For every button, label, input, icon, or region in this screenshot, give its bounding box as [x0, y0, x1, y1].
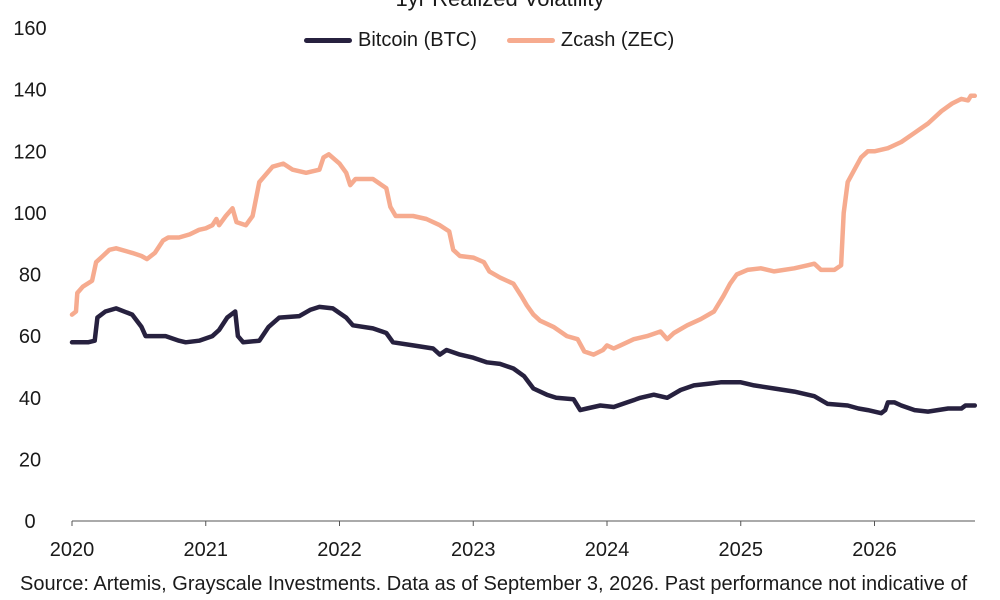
y-tick-label: 160	[13, 18, 46, 40]
y-tick-label: 100	[13, 203, 46, 225]
y-tick-label: 80	[19, 265, 41, 287]
y-tick-label: 140	[13, 80, 46, 102]
axes: 0 20 40 60 80 100 120 140 160 2020 2021 2022 2023 202…	[13, 18, 975, 561]
y-tick-label: 40	[19, 388, 41, 410]
legend-swatch-zec	[506, 37, 555, 43]
legend-item-zec: Zcash (ZEC)	[506, 28, 675, 52]
y-tick-label: 0	[24, 511, 35, 533]
legend-swatch-btc	[304, 37, 352, 43]
x-tick-label: 2023	[451, 539, 496, 561]
y-tick-label: 20	[19, 449, 41, 471]
x-tick-label: 2025	[719, 539, 764, 561]
chart-title: 1yr Realized Volatility	[0, 0, 1000, 12]
legend-label-btc: Bitcoin (BTC)	[358, 28, 477, 51]
x-tick-label: 2022	[317, 539, 362, 561]
legend-label-zec: Zcash (ZEC)	[560, 28, 675, 51]
y-tick-label: 120	[13, 141, 46, 163]
legend-item-btc: Bitcoin (BTC)	[304, 29, 477, 52]
series-line-zec	[69, 93, 978, 357]
y-tick-label: 60	[19, 326, 41, 348]
x-tick-label: 2020	[50, 539, 95, 561]
source-note: Source: Artemis, Grayscale Investments. …	[20, 573, 968, 595]
chart-legend: Bitcoin (BTC) Zcash (ZEC)	[304, 28, 704, 52]
x-tick-label: 2024	[585, 539, 630, 561]
x-tick-label: 2021	[184, 539, 229, 561]
x-tick-label: 2026	[852, 539, 897, 561]
series-line-btc	[69, 304, 978, 416]
series-layer	[69, 93, 978, 416]
